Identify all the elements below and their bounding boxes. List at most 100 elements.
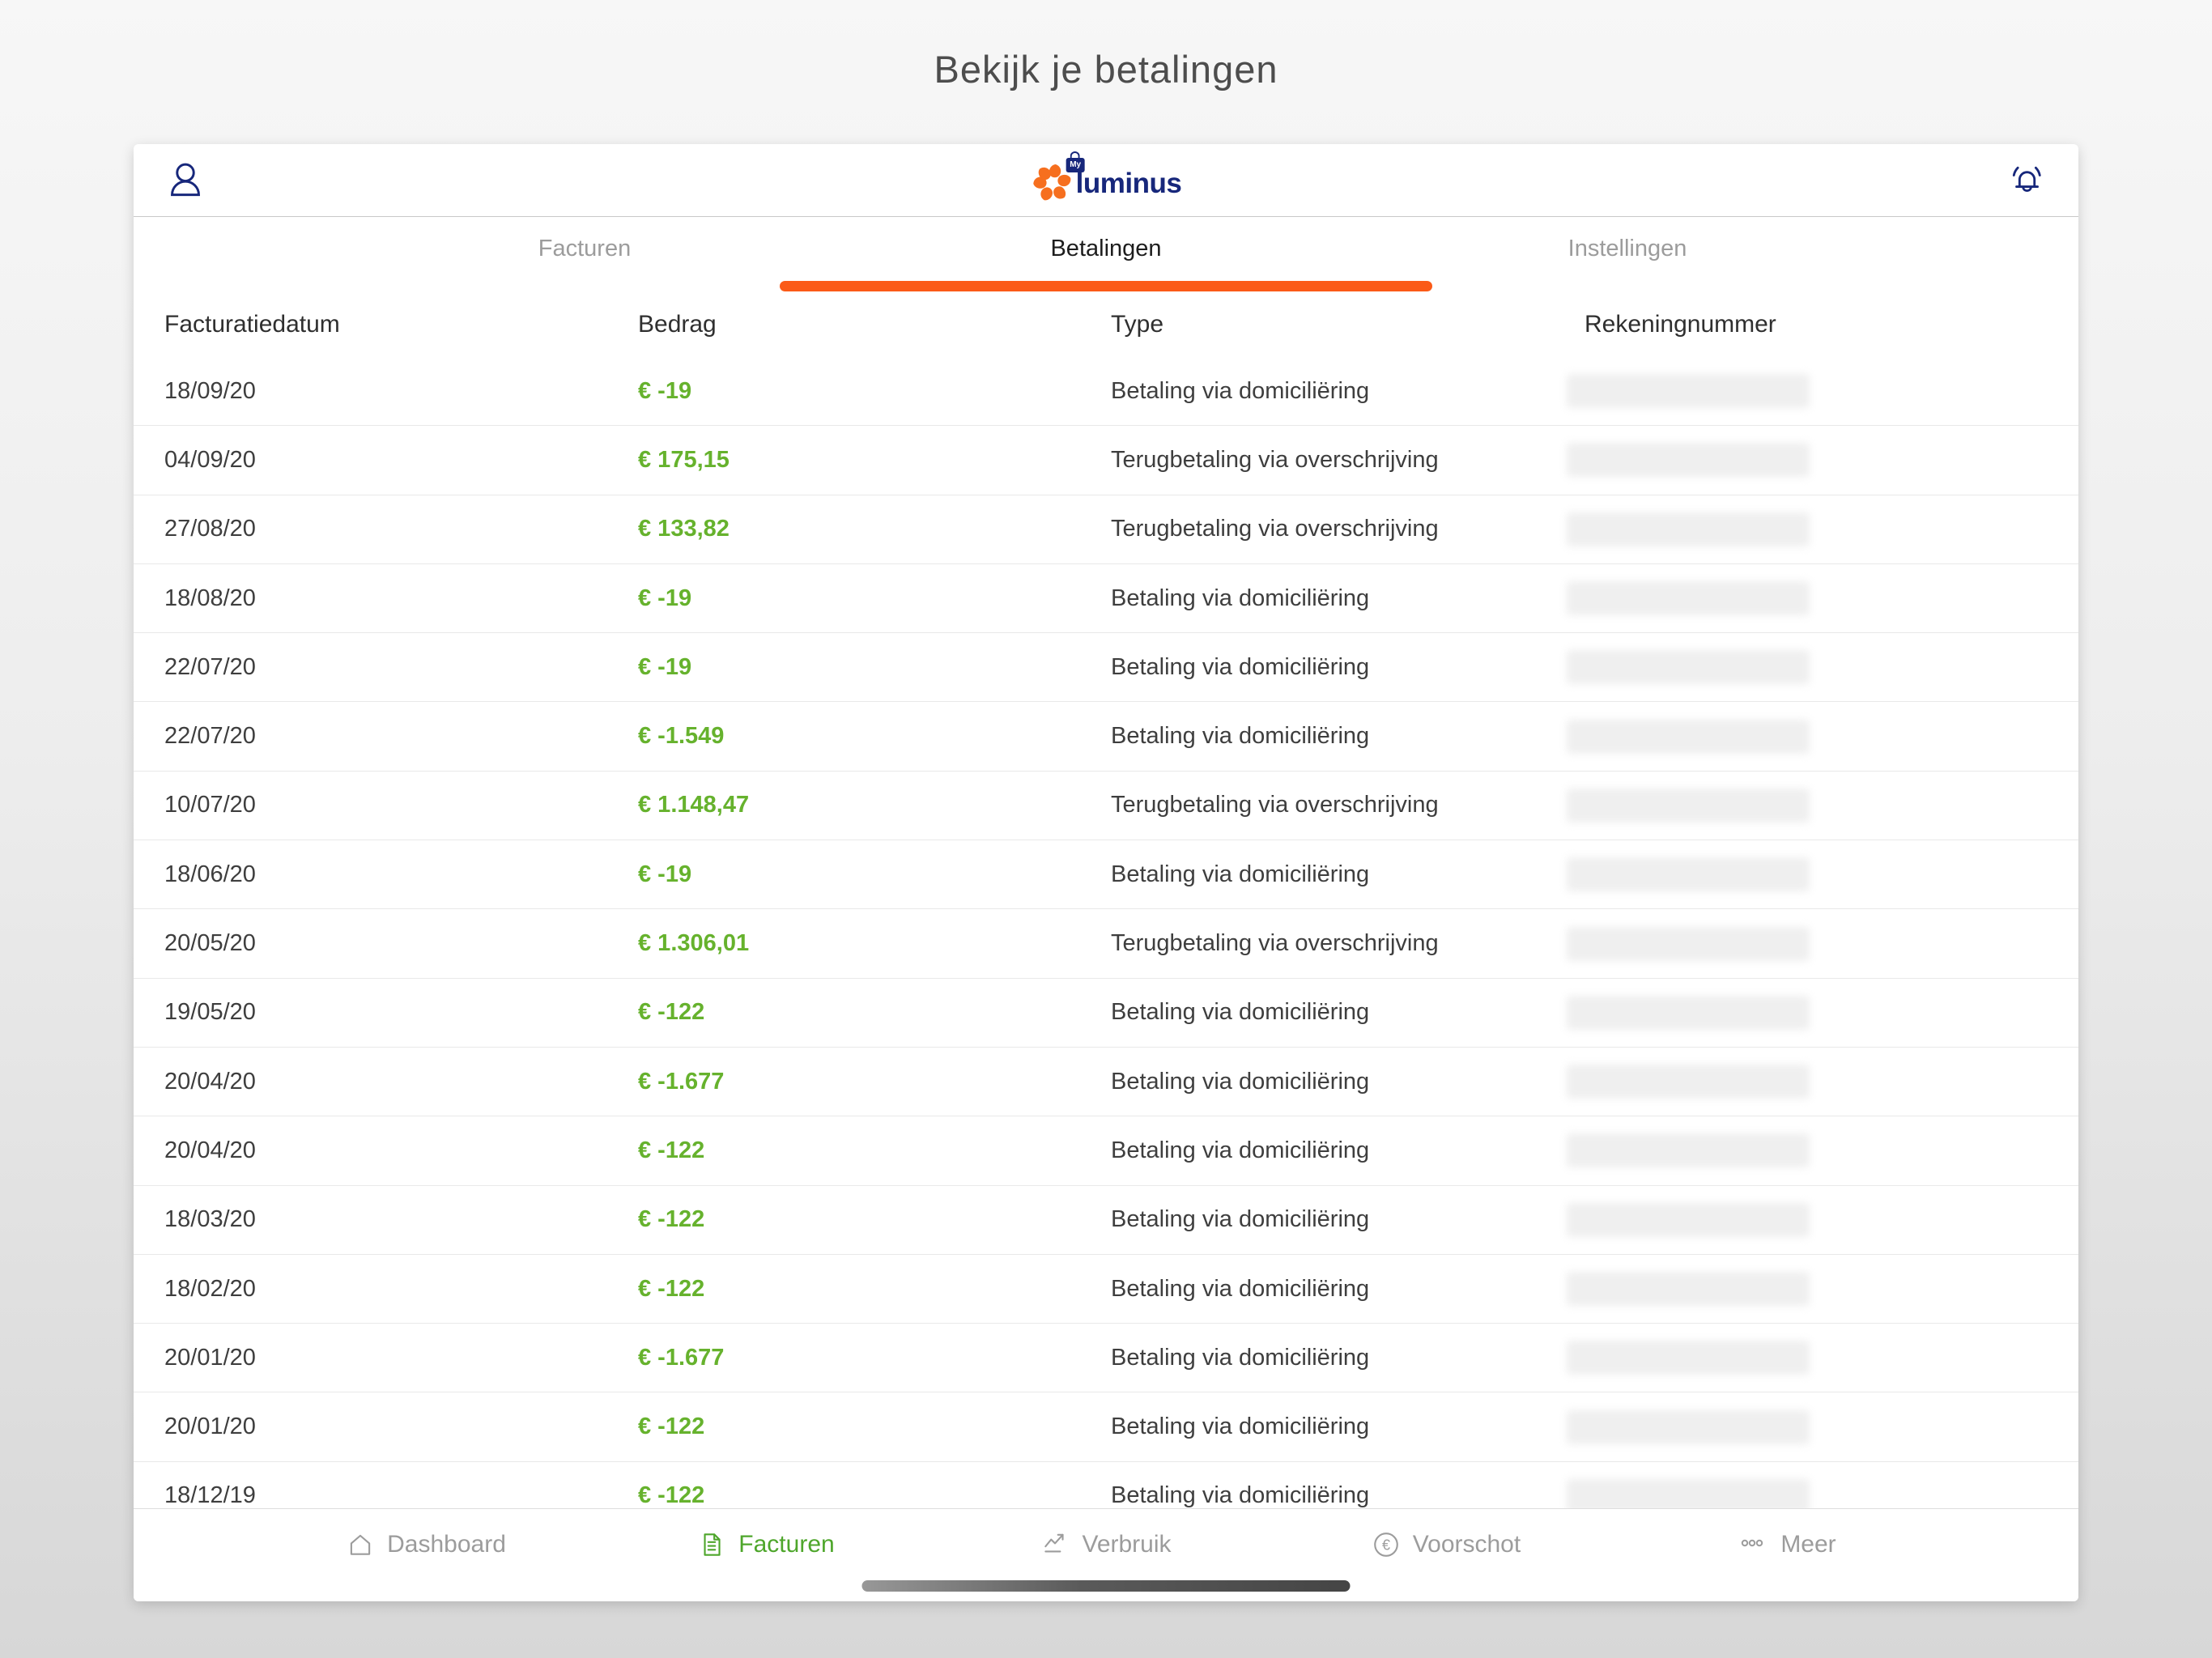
invoice-date: 18/02/20: [164, 1275, 256, 1302]
payment-type: Terugbetaling via overschrijving: [1111, 792, 1439, 818]
notifications-button[interactable]: [2004, 158, 2049, 203]
luminus-swirl-icon: [1033, 164, 1071, 200]
payment-amount: € -122: [638, 1414, 705, 1440]
profile-button[interactable]: [163, 158, 208, 203]
myluminus-logo: My luminus: [1031, 151, 1182, 206]
table-row[interactable]: 22/07/20 € -1.549 Betaling via domiciliëri…: [134, 702, 2078, 772]
account-number-redacted: [1567, 719, 1810, 754]
table-row[interactable]: 27/08/20 € 133,82 Terugbetaling via oversc…: [134, 495, 2078, 564]
account-number-redacted: [1567, 1202, 1810, 1237]
active-tab-indicator: [780, 281, 1432, 291]
invoice-date: 10/07/20: [164, 792, 256, 818]
table-row[interactable]: 20/01/20 € -1.677 Betaling via domiciliëri…: [134, 1324, 2078, 1393]
table-body: 18/09/20 € -19 Betaling via domiciliëring 0…: [134, 357, 2078, 1508]
table-row[interactable]: 19/05/20 € -122 Betaling via domiciliëring: [134, 979, 2078, 1048]
home-icon: [350, 1534, 371, 1555]
payment-type: Betaling via domiciliëring: [1111, 1344, 1370, 1371]
payment-amount: € -1.677: [638, 1068, 725, 1095]
tab-facturen[interactable]: Facturen: [538, 236, 632, 261]
table-row[interactable]: 18/06/20 € -19 Betaling via domiciliëring: [134, 840, 2078, 910]
nav-dashboard-label: Dashboard: [387, 1531, 506, 1558]
logo-wordmark: luminus: [1075, 167, 1182, 199]
payment-type: Terugbetaling via overschrijving: [1111, 516, 1439, 542]
table-row[interactable]: 20/04/20 € -122 Betaling via domiciliëring: [134, 1116, 2078, 1186]
table-row[interactable]: 18/12/19 € -122 Betaling via domiciliëring: [134, 1462, 2078, 1508]
table-header: Facturatiedatum Bedrag Type Rekeningnumm…: [134, 291, 2078, 357]
invoice-date: 20/01/20: [164, 1344, 256, 1371]
payment-type: Betaling via domiciliëring: [1111, 1137, 1370, 1163]
payment-amount: € -1.549: [638, 723, 725, 750]
payments-card: My luminus Facturen Betalingen Instellin…: [134, 144, 2078, 1601]
table-row[interactable]: 04/09/20 € 175,15 Terugbetaling via oversc…: [134, 426, 2078, 495]
nav-verbruik[interactable]: Verbruik: [936, 1530, 1276, 1559]
payment-type: Betaling via domiciliëring: [1111, 585, 1370, 611]
tab-instellingen[interactable]: Instellingen: [1568, 236, 1687, 261]
payment-type: Betaling via domiciliëring: [1111, 1414, 1370, 1440]
account-number-redacted: [1567, 650, 1810, 685]
invoice-date: 22/07/20: [164, 723, 256, 750]
payment-amount: € -122: [638, 1275, 705, 1302]
table-row[interactable]: 18/08/20 € -19 Betaling via domiciliëring: [134, 564, 2078, 634]
payment-amount: € -122: [638, 1206, 705, 1233]
payment-amount: € 1.148,47: [638, 792, 750, 818]
account-number-redacted: [1567, 926, 1810, 961]
table-row[interactable]: 18/03/20 € -122 Betaling via domiciliëring: [134, 1186, 2078, 1255]
bottom-nav: Dashboard Facturen Verbruik: [134, 1508, 2078, 1601]
person-icon: [171, 163, 200, 196]
payment-type: Betaling via domiciliëring: [1111, 1206, 1370, 1233]
payment-type: Betaling via domiciliëring: [1111, 999, 1370, 1026]
card-header: My luminus: [134, 144, 2078, 217]
payment-amount: € -122: [638, 1482, 705, 1508]
nav-meer-label: Meer: [1780, 1531, 1836, 1558]
payment-type: Betaling via domiciliëring: [1111, 653, 1370, 680]
invoice-date: 19/05/20: [164, 999, 256, 1026]
invoice-document-icon: [704, 1533, 721, 1556]
account-number-redacted: [1567, 512, 1810, 546]
payment-type: Betaling via domiciliëring: [1111, 1068, 1370, 1095]
nav-dashboard[interactable]: Dashboard: [256, 1530, 596, 1559]
payment-type: Terugbetaling via overschrijving: [1111, 930, 1439, 957]
account-number-redacted: [1567, 581, 1810, 616]
payment-amount: € -1.677: [638, 1344, 725, 1371]
nav-facturen[interactable]: Facturen: [596, 1530, 936, 1559]
nav-voorschot[interactable]: € Voorschot: [1276, 1530, 1616, 1559]
tab-betalingen[interactable]: Betalingen: [1050, 236, 1162, 261]
payment-type: Betaling via domiciliëring: [1111, 1482, 1370, 1508]
more-dots-icon: [1742, 1539, 1763, 1547]
invoice-date: 20/05/20: [164, 930, 256, 957]
payment-type: Betaling via domiciliëring: [1111, 377, 1370, 404]
table-row[interactable]: 10/07/20 € 1.148,47 Terugbetaling via over…: [134, 772, 2078, 841]
table-row[interactable]: 20/05/20 € 1.306,01 Terugbetaling via over…: [134, 909, 2078, 979]
payment-amount: € -122: [638, 999, 705, 1026]
euro-circle-icon: €: [1373, 1533, 1398, 1557]
nav-meer[interactable]: Meer: [1616, 1530, 1956, 1559]
home-indicator[interactable]: [861, 1580, 1351, 1592]
table-row[interactable]: 20/01/20 € -122 Betaling via domiciliëring: [134, 1392, 2078, 1462]
payment-amount: € -19: [638, 377, 692, 404]
bell-icon: [2012, 166, 2041, 192]
invoice-date: 22/07/20: [164, 653, 256, 680]
account-number-redacted: [1567, 374, 1810, 409]
invoice-date: 04/09/20: [164, 446, 256, 473]
payment-amount: € 175,15: [638, 446, 730, 473]
account-number-redacted: [1567, 1065, 1810, 1099]
payment-amount: € 1.306,01: [638, 930, 750, 957]
table-row[interactable]: 18/02/20 € -122 Betaling via domiciliëring: [134, 1255, 2078, 1324]
account-number-redacted: [1567, 995, 1810, 1030]
payment-amount: € 133,82: [638, 516, 730, 542]
table-row[interactable]: 22/07/20 € -19 Betaling via domiciliëring: [134, 633, 2078, 703]
payment-type: Terugbetaling via overschrijving: [1111, 446, 1439, 473]
account-number-redacted: [1567, 1478, 1810, 1508]
svg-text:€: €: [1382, 1537, 1390, 1553]
table-row[interactable]: 20/04/20 € -1.677 Betaling via domiciliëri…: [134, 1048, 2078, 1117]
invoice-date: 18/06/20: [164, 861, 256, 887]
account-number-redacted: [1567, 857, 1810, 892]
page-title: Bekijk je betalingen: [934, 48, 1278, 91]
nav-facturen-label: Facturen: [738, 1531, 835, 1558]
invoice-date: 20/01/20: [164, 1414, 256, 1440]
invoice-date: 18/08/20: [164, 585, 256, 611]
payment-amount: € -19: [638, 585, 692, 611]
nav-verbruik-label: Verbruik: [1082, 1531, 1172, 1558]
column-header-type: Type: [1111, 310, 1164, 338]
table-row[interactable]: 18/09/20 € -19 Betaling via domiciliëring: [134, 357, 2078, 427]
